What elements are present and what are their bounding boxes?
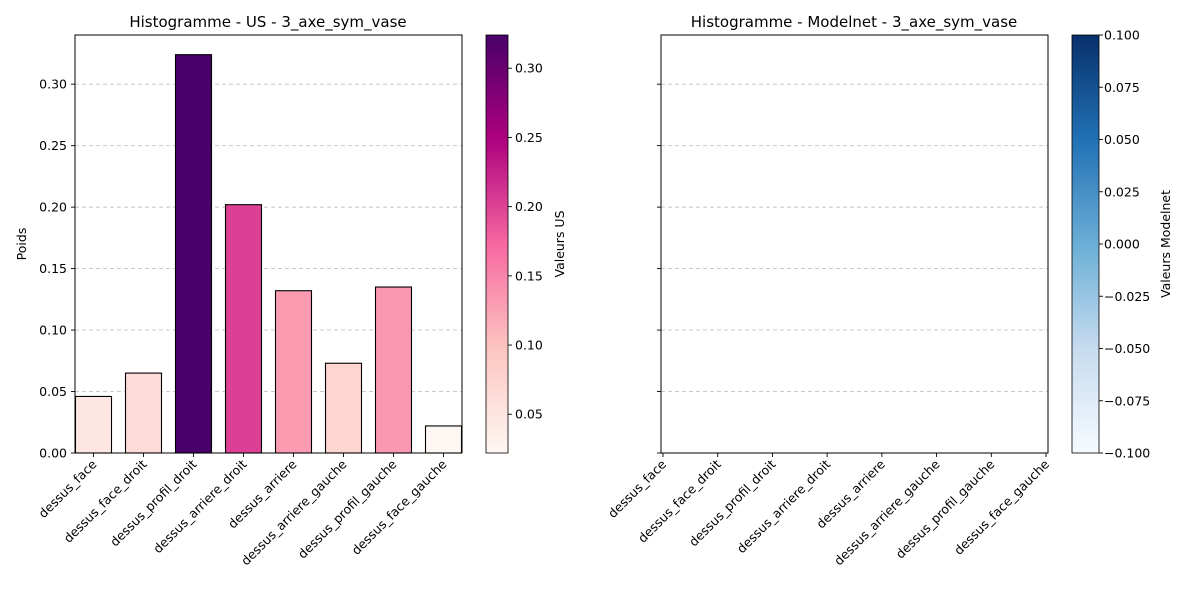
bar-dessus-face-droit (124, 372, 163, 454)
ytick-label: 0.10 (39, 323, 67, 338)
xtick-label: dessus_face_gauche (348, 456, 449, 557)
xtick-label: dessus_face_droit (61, 456, 150, 545)
ytick-label: 0.30 (39, 77, 67, 92)
bar-dessus-arriere-gauche (324, 362, 363, 454)
chart-left: Histogramme - US - 3_axe_sym_vase Poids … (14, 13, 567, 568)
xtick-label: dessus_profil_gauche (892, 456, 997, 561)
xtick-label: dessus_arriere_gauche (831, 456, 943, 568)
colorbar-tick-label: −0.100 (1104, 446, 1150, 461)
ytick-label: 0.00 (39, 446, 67, 461)
colorbar-tick-label: −0.075 (1104, 393, 1150, 408)
chart-right-colorbar: 0.100 0.075 0.050 0.025 0.000 −0.025 −0.050 −0.… (1071, 28, 1173, 461)
ytick-label: 0.25 (39, 138, 67, 153)
chart-right-title: Histogramme - Modelnet - 3_axe_sym_vase (691, 13, 1018, 32)
chart-left-colorbar-frame (485, 34, 509, 454)
chart-left-colorbar-label: Valeurs US (552, 210, 567, 277)
colorbar-tick-label: 0.025 (1104, 184, 1140, 199)
xtick-label: dessus_arriere_droit (734, 456, 834, 556)
chart-left-colorbar-gradient (486, 35, 508, 453)
chart-right-yticks (657, 83, 661, 454)
colorbar-tick-label: −0.025 (1104, 289, 1150, 304)
chart-left-title: Histogramme - US - 3_axe_sym_vase (129, 13, 406, 32)
chart-right-xticks: dessus_facedessus_face_droitdessus_profi… (605, 453, 1052, 568)
colorbar-tick-label: 0.075 (1104, 80, 1140, 95)
bar-dessus-face (74, 395, 113, 454)
chart-left-colorbar: 0.05 0.10 0.15 0.20 0.25 0.30 Valeurs US (485, 34, 567, 454)
colorbar-tick-label: 0.050 (1104, 132, 1140, 147)
bar-dessus-face-gauche (424, 425, 463, 454)
chart-left-bars (74, 54, 463, 454)
ytick-label: 0.20 (39, 200, 67, 215)
colorbar-tick-label: 0.100 (1104, 28, 1140, 43)
chart-right-colorbar-gradient (1072, 35, 1099, 453)
xtick-label: dessus_arriere_droit (150, 456, 250, 556)
xtick-label: dessus_face_gauche (951, 456, 1052, 557)
chart-left-xticks: dessus_facedessus_face_droitdessus_profi… (35, 453, 450, 568)
colorbar-tick-label: 0.05 (515, 407, 543, 422)
ytick-label: 0.05 (39, 384, 67, 399)
colorbar-tick-label: 0.000 (1104, 237, 1140, 252)
chart-right-colorbar-ticks: 0.100 0.075 0.050 0.025 0.000 −0.025 −0.050 −0.… (1099, 28, 1150, 461)
chart-left-ylabel: Poids (14, 228, 29, 261)
chart-left-yticks: 0.00 0.05 0.10 0.15 0.20 0.25 0.30 (39, 77, 75, 461)
chart-right-frame (660, 34, 1049, 454)
bar-dessus-arriere (274, 290, 313, 454)
chart-right: Histogramme - Modelnet - 3_axe_sym_vase … (605, 13, 1173, 568)
bar-dessus-profil-droit (174, 54, 213, 454)
chart-left-frame (74, 34, 463, 454)
xtick-label: dessus_profil_gauche (295, 456, 400, 561)
chart-right-gridlines (661, 83, 1048, 392)
bar-dessus-arriere-droit (224, 204, 263, 454)
colorbar-tick-label: 0.10 (515, 338, 543, 353)
bar-dessus-profil-gauche (374, 286, 413, 454)
colorbar-tick-label: 0.25 (515, 130, 543, 145)
xtick-label: dessus_profil_droit (107, 456, 200, 549)
colorbar-tick-label: 0.30 (515, 61, 543, 76)
ytick-label: 0.15 (39, 261, 67, 276)
colorbar-tick-label: 0.15 (515, 268, 543, 283)
chart-left-colorbar-ticks: 0.05 0.10 0.15 0.20 0.25 0.30 (508, 61, 543, 422)
colorbar-tick-label: 0.20 (515, 199, 543, 214)
colorbar-tick-label: −0.050 (1104, 341, 1150, 356)
chart-right-colorbar-label: Valeurs Modelnet (1158, 190, 1173, 298)
